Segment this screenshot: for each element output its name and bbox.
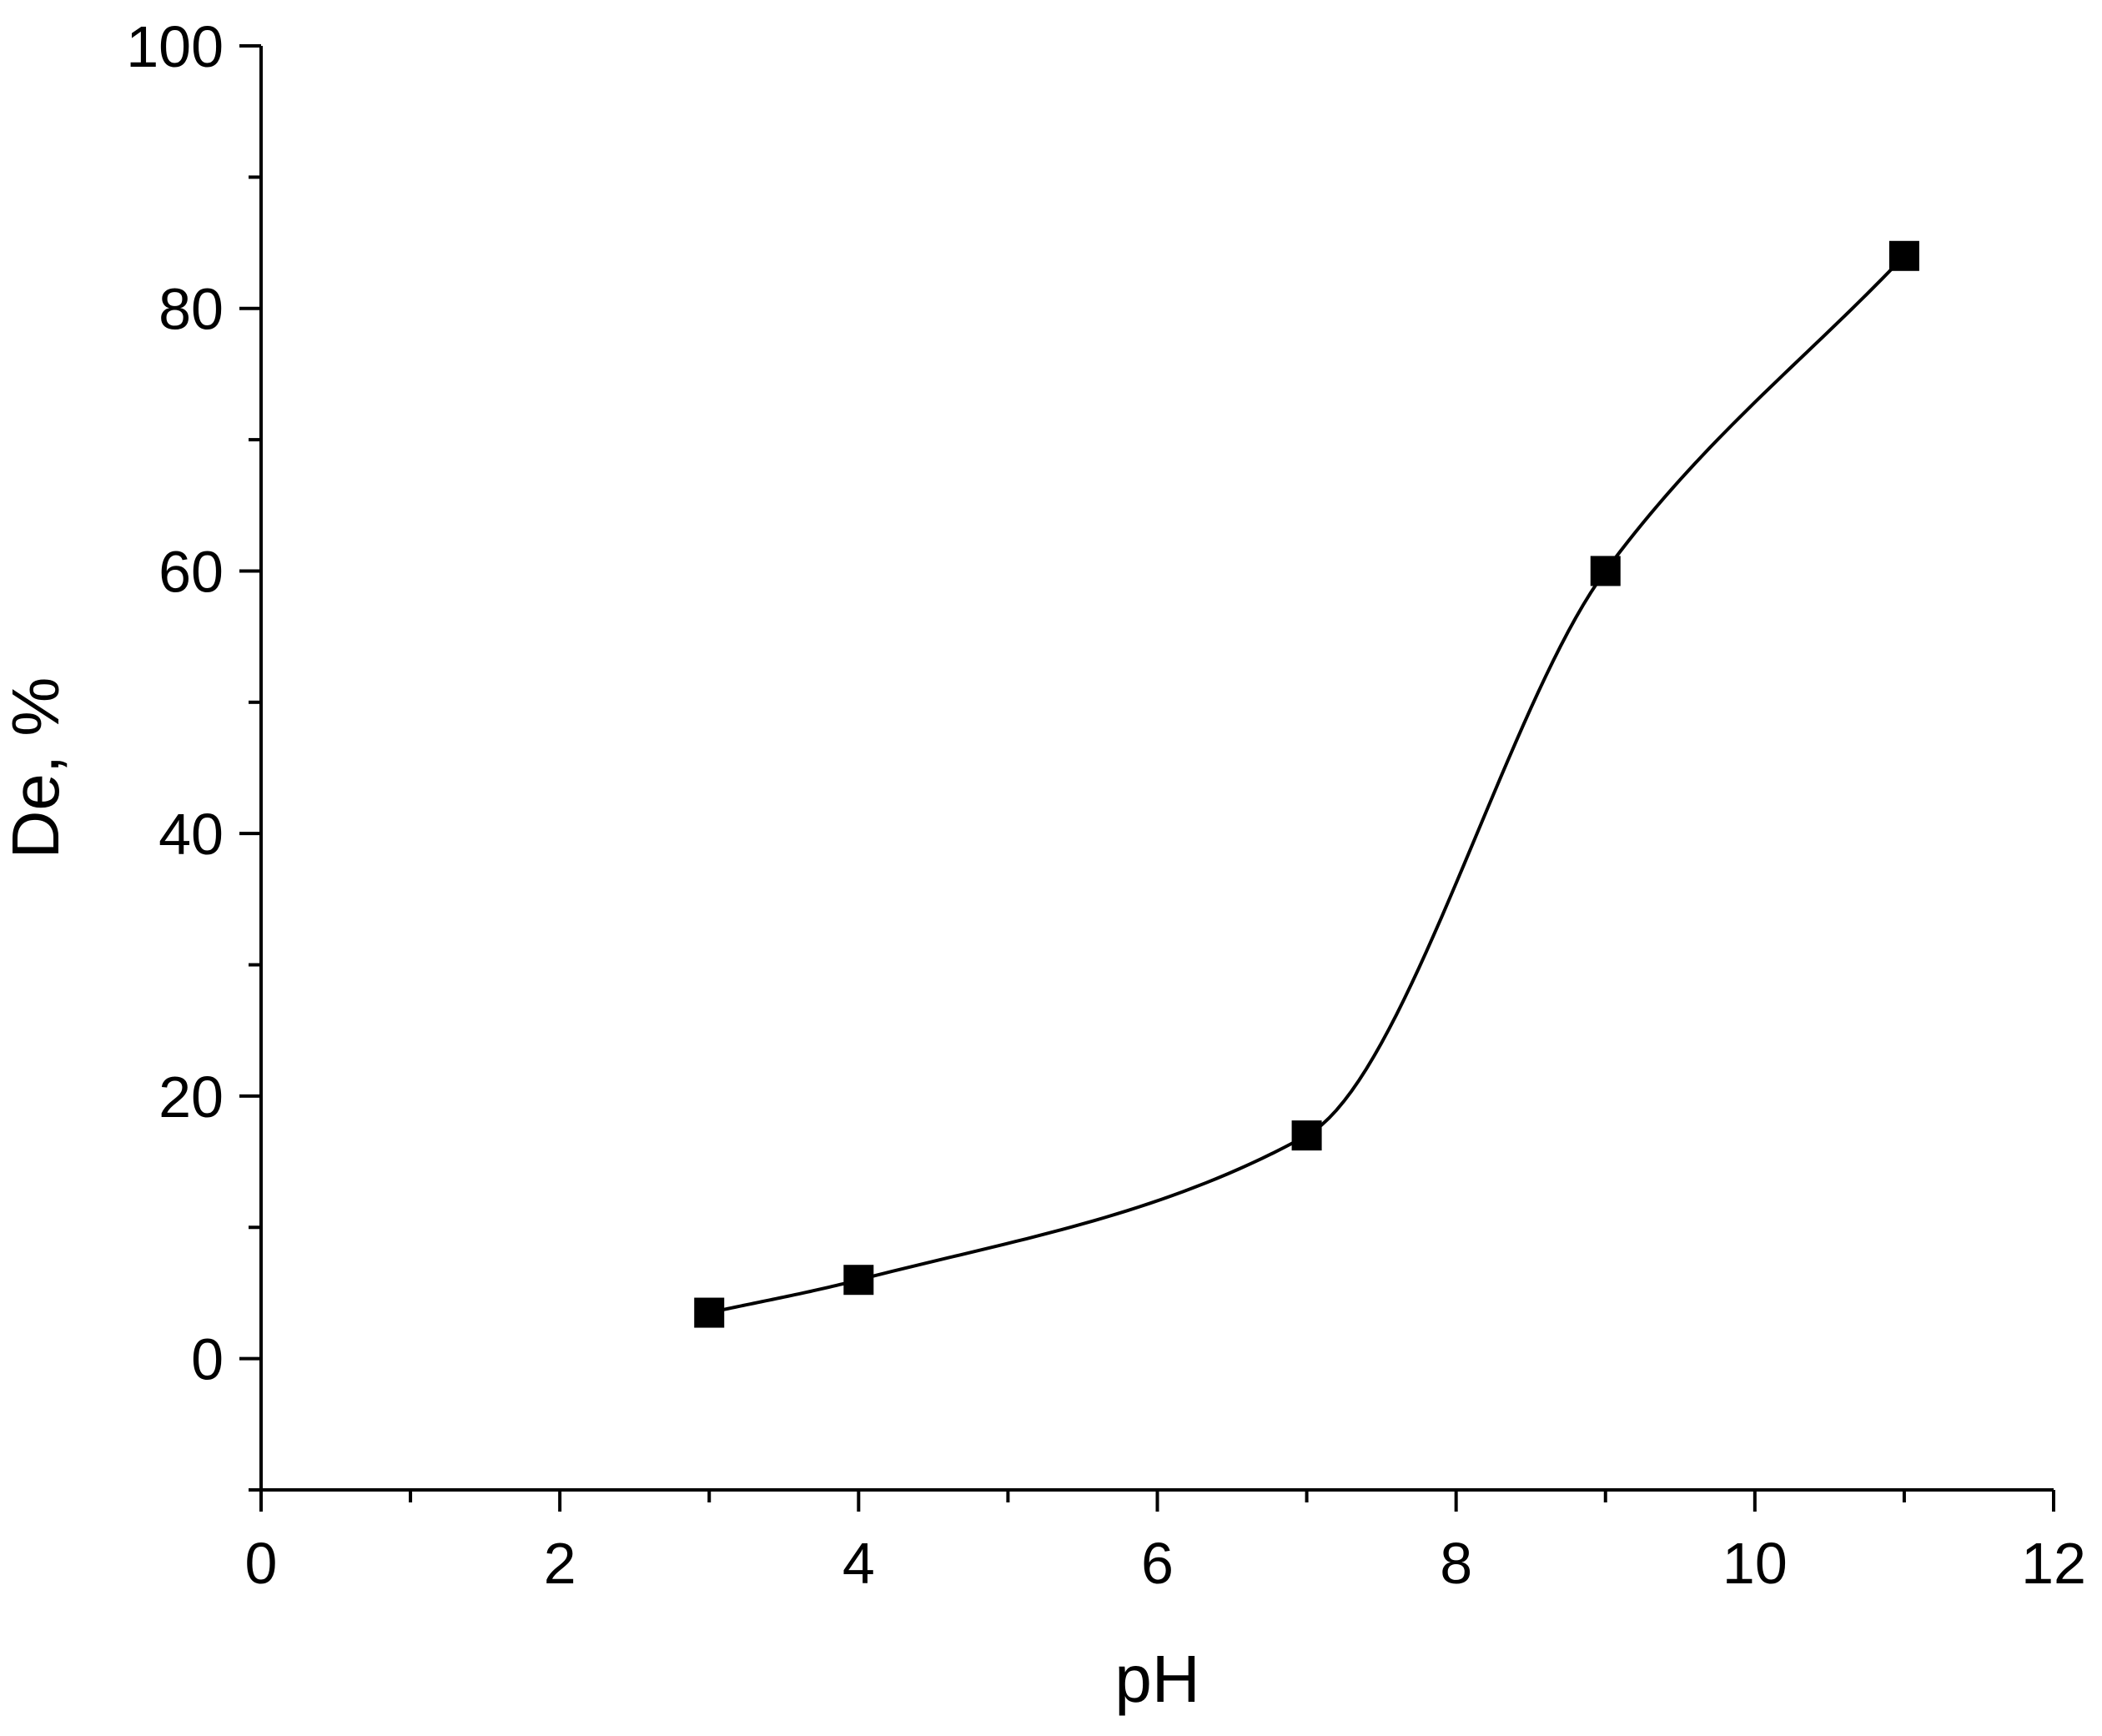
x-tick-label: 4 (842, 1531, 875, 1596)
x-tick-label: 8 (1440, 1531, 1472, 1596)
data-point-marker (843, 1265, 874, 1296)
y-tick-label: 60 (158, 539, 224, 604)
data-point-marker (1291, 1120, 1322, 1151)
x-tick-label: 0 (245, 1531, 278, 1596)
y-tick-label: 80 (158, 277, 224, 342)
series-curve (708, 254, 1906, 1315)
x-tick-label: 6 (1141, 1531, 1174, 1596)
data-point-marker (694, 1297, 725, 1328)
x-axis-label: pH (1114, 1642, 1199, 1716)
axis-ticks (239, 44, 2055, 1512)
y-tick-label: 100 (126, 14, 224, 79)
data-markers (694, 240, 1919, 1328)
x-tick-label: 12 (2021, 1531, 2086, 1596)
x-tick-label: 10 (1722, 1531, 1788, 1596)
y-tick-label: 40 (158, 802, 224, 867)
y-axis-label: De, % (0, 677, 73, 859)
data-point-marker (1888, 240, 1919, 271)
data-point-marker (1590, 556, 1621, 586)
y-tick-label: 0 (191, 1327, 224, 1392)
x-tick-label: 2 (544, 1531, 576, 1596)
tick-labels: 0 2 4 6 8 10 12 0 20 40 60 80 100 (126, 14, 2086, 1596)
axes (259, 46, 2054, 1492)
y-tick-label: 20 (158, 1064, 224, 1130)
